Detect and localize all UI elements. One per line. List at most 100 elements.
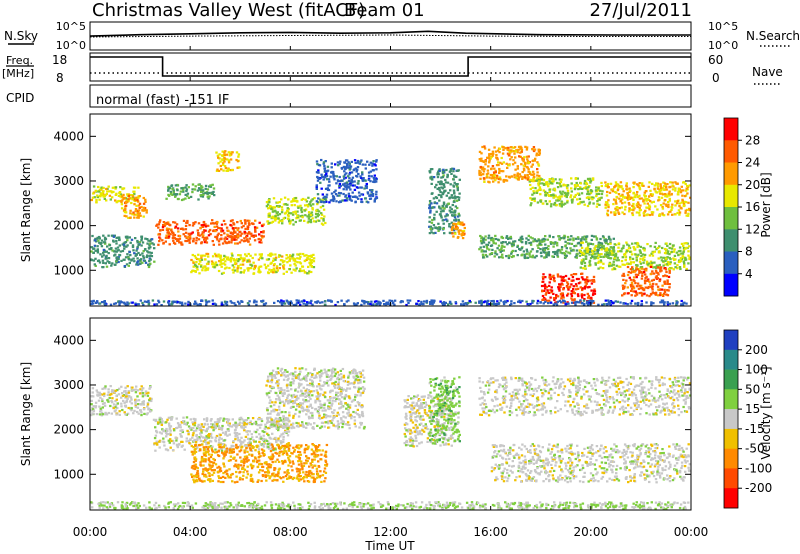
heatmap-cell — [510, 149, 513, 152]
heatmap-cell — [621, 256, 624, 259]
heatmap-cell — [346, 166, 349, 169]
heatmap-cell — [323, 215, 326, 218]
heatmap-cell — [150, 255, 154, 258]
heatmap-cell — [219, 164, 222, 168]
heatmap-cell — [139, 388, 142, 391]
heatmap-cell — [184, 235, 187, 238]
heatmap-cell — [165, 221, 168, 224]
heatmap-cell — [253, 299, 256, 302]
heatmap-cell — [569, 196, 572, 199]
heatmap-cell — [622, 244, 625, 247]
heatmap-cell — [567, 277, 571, 280]
heatmap-cell — [222, 257, 226, 260]
heatmap-cell — [619, 199, 623, 202]
heatmap-cell — [211, 302, 215, 305]
heatmap-cell — [319, 206, 323, 209]
heatmap-cell — [606, 214, 610, 217]
heatmap-cell — [428, 171, 432, 174]
heatmap-cell — [276, 201, 279, 204]
heatmap-cell — [511, 175, 514, 178]
heatmap-cell — [248, 219, 251, 222]
heatmap-cell — [531, 193, 534, 196]
heatmap-cell — [201, 231, 204, 234]
heatmap-cell — [208, 195, 211, 198]
heatmap-cell — [532, 190, 535, 193]
heatmap-cell — [346, 186, 350, 189]
heatmap-cell — [227, 159, 231, 162]
heatmap-cell — [548, 178, 551, 181]
heatmap-cell — [320, 187, 323, 190]
heatmap-cell — [495, 164, 499, 167]
heatmap-cell — [146, 394, 150, 397]
heatmap-cell — [529, 204, 532, 207]
heatmap-cell — [259, 265, 263, 268]
heatmap-cell — [240, 226, 244, 229]
heatmap-cell — [258, 233, 261, 236]
heatmap-cell — [222, 169, 225, 172]
y-tick-label: 1000 — [53, 263, 84, 277]
heatmap-cell — [666, 281, 669, 284]
heatmap-cell — [323, 303, 327, 306]
heatmap-cell — [120, 405, 123, 408]
heatmap-cell — [658, 188, 661, 191]
heatmap-cell — [241, 300, 244, 303]
heatmap-cell — [456, 187, 459, 190]
heatmap-cell — [108, 244, 112, 247]
heatmap-cell — [197, 262, 201, 266]
heatmap-cell — [585, 235, 588, 238]
heatmap-cell — [187, 232, 190, 235]
heatmap-cell — [606, 212, 609, 215]
heatmap-cell — [261, 236, 264, 239]
heatmap-cell — [607, 235, 611, 238]
heatmap-cell — [606, 249, 609, 252]
heatmap-cell — [243, 257, 246, 260]
heatmap-cell — [513, 152, 516, 155]
heatmap-cell — [343, 185, 347, 188]
heatmap-cell — [259, 435, 262, 438]
heatmap-cell — [98, 195, 102, 198]
heatmap-cell — [258, 265, 261, 268]
heatmap-cell — [631, 283, 634, 286]
heatmap-cell — [434, 226, 437, 229]
heatmap-cell — [599, 243, 602, 246]
heatmap-cell — [222, 162, 225, 165]
heatmap-cell — [450, 208, 453, 211]
heatmap-cell — [588, 253, 591, 256]
heatmap-cell — [338, 162, 341, 165]
heatmap-cell — [562, 299, 565, 302]
heatmap-cell — [316, 176, 320, 179]
heatmap-cell — [345, 184, 348, 187]
heatmap-cell — [167, 416, 171, 419]
heatmap-cell — [337, 180, 340, 183]
heatmap-cell — [617, 193, 621, 196]
heatmap-cell — [588, 299, 591, 303]
heatmap-cell — [345, 197, 349, 200]
heatmap-cell — [316, 193, 320, 196]
heatmap-cell — [184, 228, 188, 231]
heatmap-cell — [616, 300, 619, 303]
heatmap-cell — [661, 284, 664, 287]
heatmap-cell — [137, 216, 140, 219]
heatmap-cell — [186, 192, 190, 195]
heatmap-cell — [635, 204, 639, 207]
heatmap-cell — [600, 248, 603, 251]
heatmap-cell — [142, 303, 145, 307]
heatmap-cell — [120, 207, 124, 210]
heatmap-cell — [220, 168, 223, 171]
heatmap-cell — [480, 250, 483, 253]
heatmap-cell — [92, 412, 95, 415]
heatmap-cell — [651, 251, 655, 254]
heatmap-cell — [676, 182, 679, 185]
heatmap-cell — [680, 185, 683, 188]
heatmap-cell — [240, 222, 243, 225]
heatmap-cell — [344, 194, 348, 197]
heatmap-cell — [645, 267, 648, 270]
heatmap-cell — [457, 169, 460, 172]
heatmap-cell — [261, 224, 264, 228]
heatmap-cell — [232, 444, 235, 448]
heatmap-cell — [90, 403, 93, 406]
heatmap-cell — [444, 301, 447, 304]
heatmap-cell — [250, 234, 253, 238]
heatmap-cell — [456, 215, 460, 218]
heatmap-cell — [551, 255, 554, 258]
